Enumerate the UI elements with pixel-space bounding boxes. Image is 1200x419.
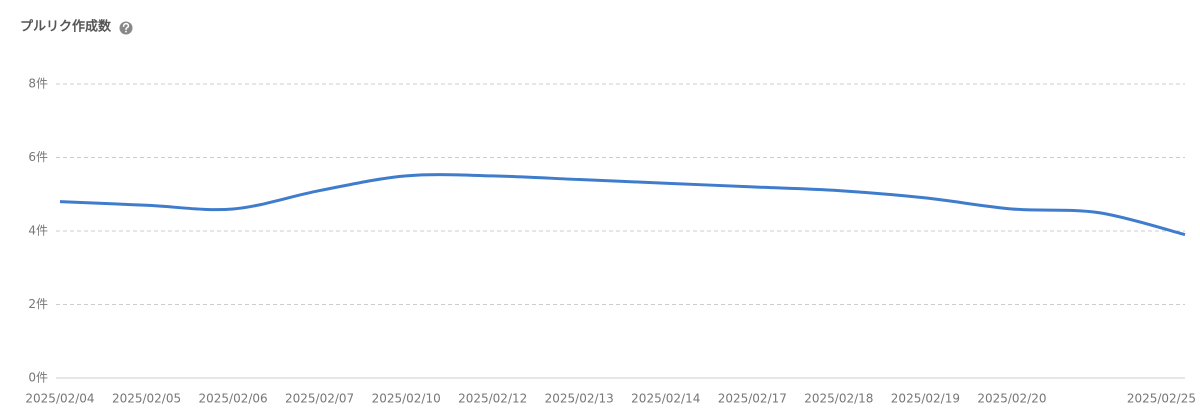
x-tick-label: 2025/02/14 <box>631 392 700 406</box>
x-tick-label: 2025/02/05 <box>112 392 181 406</box>
y-tick-label: 2件 <box>28 297 48 311</box>
y-tick-label: 6件 <box>28 150 48 164</box>
y-tick-label: 0件 <box>28 371 48 385</box>
help-icon-mark <box>122 22 130 31</box>
data-line <box>59 173 1186 237</box>
chart-title: プルリク作成数 <box>20 19 112 35</box>
x-tick-label: 2025/02/17 <box>718 392 787 406</box>
x-tick-label: 2025/02/04 <box>25 392 94 406</box>
x-tick-label: 2025/02/10 <box>372 392 441 406</box>
help-icon-dot <box>125 30 127 33</box>
x-tick-label: 2025/02/20 <box>977 392 1046 406</box>
y-tick-label: 4件 <box>28 224 48 238</box>
x-tick-label: 2025/02/25 <box>1127 392 1196 406</box>
x-tick-label: 2025/02/13 <box>545 392 614 406</box>
x-tick-label: 2025/02/06 <box>198 392 267 406</box>
x-tick-label: 2025/02/19 <box>891 392 960 406</box>
x-tick-label: 2025/02/12 <box>458 392 527 406</box>
x-tick-label: 2025/02/07 <box>285 392 354 406</box>
y-tick-label: 8件 <box>28 77 48 91</box>
x-tick-label: 2025/02/18 <box>804 392 873 406</box>
help-icon[interactable] <box>119 21 133 35</box>
